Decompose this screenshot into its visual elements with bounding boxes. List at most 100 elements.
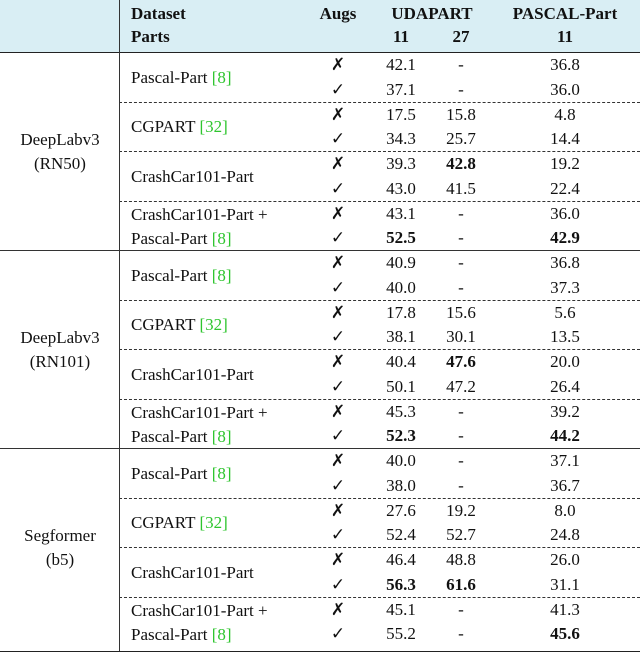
dataset-name: CrashCar101-Part + <box>131 601 268 621</box>
udapart-11-value: 42.1 <box>386 55 416 74</box>
dataset-label: CrashCar101-Part <box>131 562 254 582</box>
header-bottom-rule <box>0 52 640 53</box>
dataset-label: CGPART <box>131 117 196 137</box>
check-icon: ✓ <box>330 79 346 99</box>
udapart-27-value: 42.8 <box>446 154 476 173</box>
dataset-name: CrashCar101-Part <box>131 365 254 385</box>
udapart-11-value: 38.1 <box>386 327 416 347</box>
model-backbone: (RN50) <box>34 154 86 173</box>
dataset-name-continued: Pascal-Part [8] <box>131 625 232 645</box>
citation-link[interactable]: [32] <box>199 315 228 335</box>
pascal-11-value: 36.8 <box>550 253 580 272</box>
cross-icon: ✗ <box>330 401 346 421</box>
pascal-11-value: 13.5 <box>550 327 580 347</box>
udapart-11-value: 56.3 <box>386 574 416 594</box>
udapart-27-value: - <box>458 253 464 272</box>
citation-link[interactable]: [32] <box>199 117 228 137</box>
udapart-27-value: 47.2 <box>446 376 476 396</box>
udapart-27-value: 41.5 <box>446 178 476 198</box>
dataset-name: CrashCar101-Part + <box>131 205 268 225</box>
udapart-11-value: 40.4 <box>386 352 416 371</box>
group-divider <box>119 596 640 598</box>
udapart-27-value: - <box>458 203 464 223</box>
pascal-11-value: 36.0 <box>550 203 580 223</box>
dataset-label: Pascal-Part <box>131 228 208 248</box>
model-divider <box>0 448 640 449</box>
cross-icon: ✗ <box>330 203 346 223</box>
model-name: Segformer <box>24 526 96 545</box>
udapart-27-value: - <box>458 277 464 297</box>
citation-link[interactable]: [8] <box>211 67 232 87</box>
header-pascal-11: 11 <box>556 27 574 46</box>
group-divider <box>119 398 640 400</box>
udapart-27-value: - <box>458 79 464 99</box>
udapart-27-value: - <box>458 451 464 470</box>
dataset-name: CGPART [32] <box>131 513 228 533</box>
udapart-27-value: 19.2 <box>446 500 476 520</box>
pascal-11-value: 45.6 <box>550 624 580 644</box>
udapart-27-value: - <box>458 55 464 74</box>
udapart-27-value: 52.7 <box>446 525 476 545</box>
pascal-11-value: 22.4 <box>550 178 580 198</box>
dataset-name: Pascal-Part [8] <box>131 68 232 88</box>
citation-link[interactable]: [8] <box>211 624 232 644</box>
pascal-11-value: 31.1 <box>550 574 580 594</box>
group-divider <box>119 349 640 350</box>
model-backbone: (RN101) <box>29 352 91 371</box>
pascal-11-value: 36.7 <box>550 475 580 495</box>
dataset-label: CrashCar101-Part <box>131 364 254 384</box>
dataset-name-continued: Pascal-Part [8] <box>131 229 232 249</box>
model-name: DeepLabv3 <box>20 130 100 149</box>
udapart-11-value: 43.0 <box>386 178 416 198</box>
dataset-label: CrashCar101-Part + <box>131 600 268 620</box>
udapart-11-value: 52.3 <box>386 426 416 446</box>
citation-link[interactable]: [8] <box>211 265 232 285</box>
pascal-11-value: 26.0 <box>550 550 580 569</box>
group-divider <box>119 200 640 202</box>
udapart-11-value: 45.1 <box>386 599 416 619</box>
pascal-11-value: 8.0 <box>554 500 576 520</box>
dataset-label: CrashCar101-Part + <box>131 204 268 224</box>
udapart-27-value: 30.1 <box>446 327 476 347</box>
group-divider <box>119 497 640 499</box>
citation-link[interactable]: [8] <box>211 228 232 248</box>
header-pascal-part: PASCAL-Part <box>512 4 618 23</box>
header-background <box>0 0 640 52</box>
udapart-11-value: 45.3 <box>386 401 416 421</box>
dataset-name-continued: Pascal-Part [8] <box>131 427 232 447</box>
udapart-11-value: 40.9 <box>386 253 416 272</box>
pascal-11-value: 19.2 <box>550 154 580 173</box>
citation-link[interactable]: [32] <box>199 513 228 533</box>
cross-icon: ✗ <box>330 550 346 569</box>
pascal-11-value: 37.3 <box>550 277 580 297</box>
pascal-11-value: 5.6 <box>554 302 576 322</box>
udapart-11-value: 38.0 <box>386 475 416 495</box>
header-augs: Augs <box>319 4 357 23</box>
cross-icon: ✗ <box>330 154 346 173</box>
dataset-label: CGPART <box>131 513 196 533</box>
udapart-11-value: 40.0 <box>386 277 416 297</box>
citation-link[interactable]: [8] <box>211 426 232 446</box>
udapart-11-value: 39.3 <box>386 154 416 173</box>
dataset-label: Pascal-Part <box>131 463 208 483</box>
group-divider <box>119 299 640 301</box>
model-divider <box>0 250 640 251</box>
pascal-11-value: 37.1 <box>550 451 580 470</box>
dataset-name: CGPART [32] <box>131 315 228 335</box>
citation-link[interactable]: [8] <box>211 463 232 483</box>
check-icon: ✓ <box>330 228 346 248</box>
table-bottom-rule <box>0 651 640 652</box>
check-icon: ✓ <box>330 426 346 446</box>
udapart-11-value: 46.4 <box>386 550 416 569</box>
cross-icon: ✗ <box>330 55 346 74</box>
check-icon: ✓ <box>330 129 346 149</box>
header-dataset: Dataset <box>131 4 186 23</box>
udapart-27-value: - <box>458 426 464 446</box>
udapart-27-value: 61.6 <box>446 574 476 594</box>
cross-icon: ✗ <box>330 500 346 520</box>
pascal-11-value: 39.2 <box>550 401 580 421</box>
udapart-27-value: 25.7 <box>446 129 476 149</box>
udapart-11-value: 40.0 <box>386 451 416 470</box>
model-backbone: (b5) <box>45 550 75 569</box>
cross-icon: ✗ <box>330 599 346 619</box>
